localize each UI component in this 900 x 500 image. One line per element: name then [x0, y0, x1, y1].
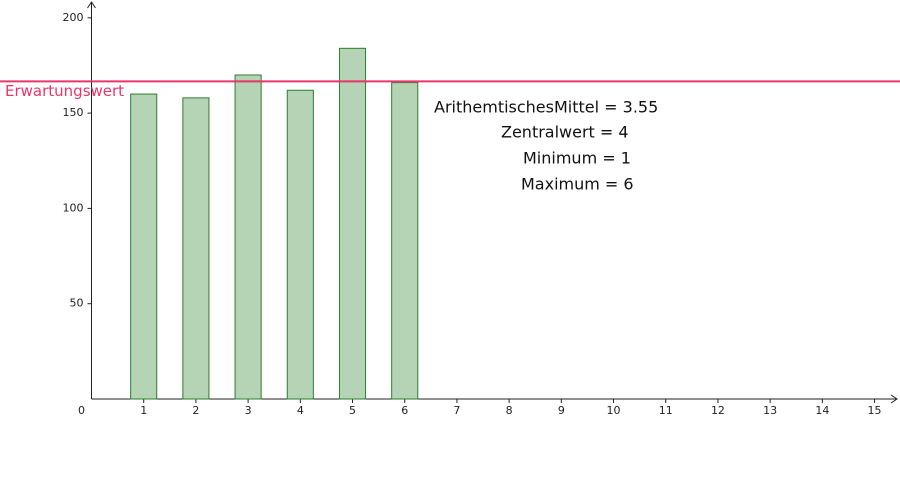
y-axis-arrow: [87, 1, 96, 9]
y-tick-label: 50: [70, 297, 84, 310]
x-tick-label: 12: [711, 404, 725, 417]
x-tick-label: 9: [558, 404, 565, 417]
bar: [182, 97, 210, 400]
annotation: ArithemtischesMittel = 3.55: [434, 98, 658, 117]
x-tick-label: 14: [815, 404, 829, 417]
x-tick-label: 11: [659, 404, 673, 417]
y-tick-label: 150: [63, 106, 84, 119]
x-tick-label: 5: [349, 404, 356, 417]
x-tick-label: 8: [506, 404, 513, 417]
annotation: Maximum = 6: [521, 175, 634, 194]
y-tick-label: 100: [63, 201, 84, 214]
x-tick-label: 13: [763, 404, 777, 417]
x-tick-label: 15: [868, 404, 882, 417]
bar: [338, 47, 367, 400]
reference-label: Erwartungswert: [5, 82, 124, 100]
x-axis-arrow: [890, 394, 898, 404]
x-tick-label: 4: [297, 404, 304, 417]
y-tick-label: 200: [63, 11, 84, 24]
x-tick-label: 10: [607, 404, 621, 417]
x-tick-label: 2: [192, 404, 199, 417]
x-tick-label: 1: [140, 404, 147, 417]
annotation: Minimum = 1: [523, 149, 631, 168]
x-tick-label: 7: [453, 404, 460, 417]
x-tick-label: 0: [78, 404, 85, 417]
x-tick-label: 6: [401, 404, 408, 417]
bar: [234, 74, 262, 400]
annotation: Zentralwert = 4: [501, 123, 629, 142]
bar: [130, 93, 158, 400]
bar: [391, 82, 419, 400]
x-tick-label: 3: [245, 404, 252, 417]
bar: [286, 89, 314, 400]
